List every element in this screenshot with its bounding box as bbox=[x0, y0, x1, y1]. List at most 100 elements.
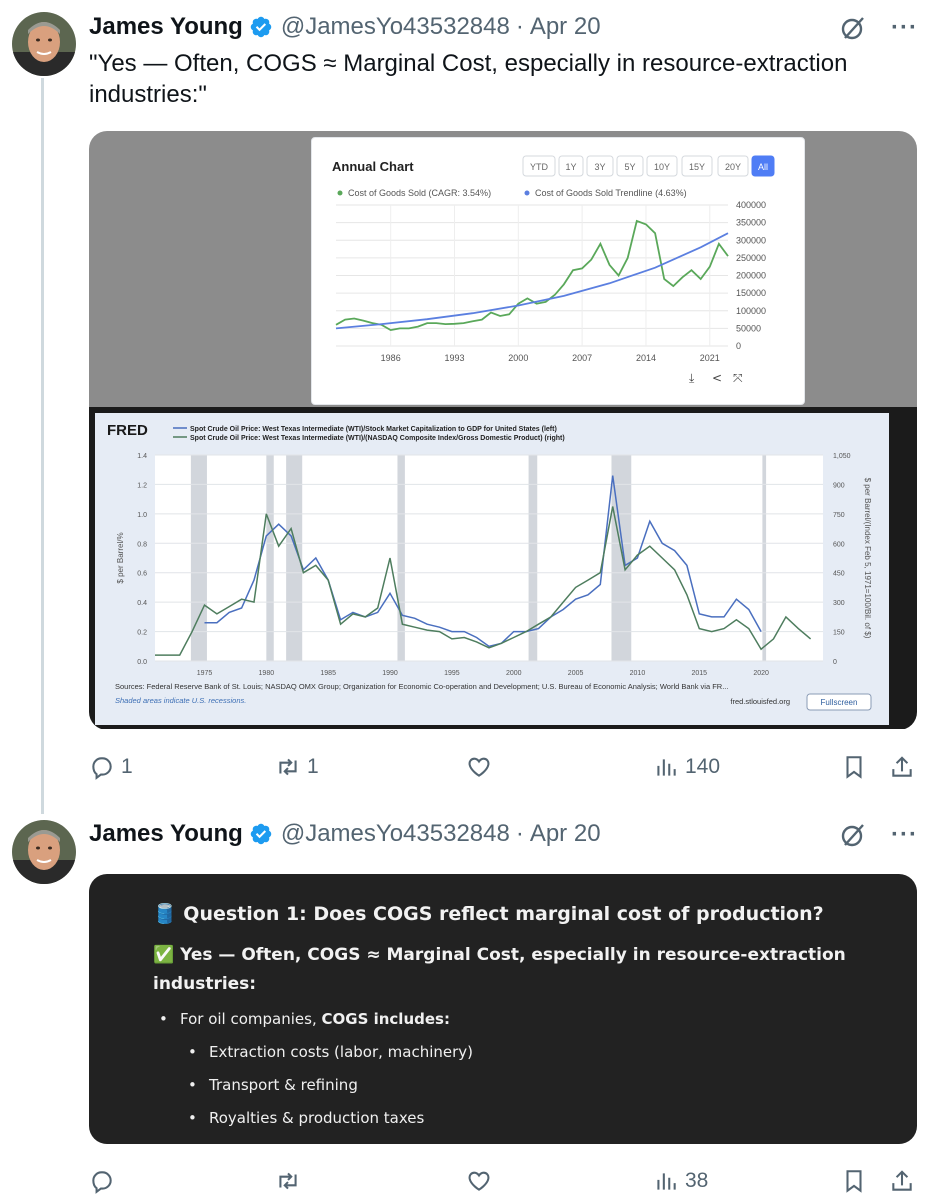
views-button[interactable]: 140 bbox=[653, 754, 720, 780]
cogs-series-line bbox=[335, 219, 729, 332]
sub-item: Transport & refining bbox=[209, 1076, 358, 1094]
author-name[interactable]: James Young bbox=[89, 13, 243, 40]
thread-connector bbox=[41, 78, 44, 814]
range-button bbox=[586, 155, 614, 177]
wti-nasdaq-series-line bbox=[155, 506, 812, 656]
author-handle[interactable]: @JamesYo43532848 bbox=[280, 820, 510, 847]
check-mark-icon: ✅ bbox=[153, 945, 175, 965]
left-tick-label: 0.6 bbox=[137, 571, 147, 578]
site-url: fred.stlouisfed.org bbox=[730, 697, 790, 706]
left-axis-label: $ per Barrel/% bbox=[116, 532, 125, 583]
share-button[interactable] bbox=[889, 1168, 915, 1194]
heart-icon bbox=[468, 1171, 490, 1191]
like-button[interactable] bbox=[466, 1168, 498, 1194]
views-button[interactable]: 38 bbox=[653, 1168, 708, 1194]
x-tick-label: 2014 bbox=[636, 353, 656, 363]
expand-icon: ⤧ bbox=[733, 371, 743, 385]
fullscreen-button bbox=[806, 693, 872, 711]
card-title: Question 1: Does COGS reflect marginal c… bbox=[183, 903, 824, 925]
left-tick-label: 1.2 bbox=[137, 482, 147, 489]
fullscreen-label: Fullscreen bbox=[821, 698, 858, 707]
x-tick-label: 1975 bbox=[197, 670, 213, 677]
author-name[interactable]: James Young bbox=[89, 820, 243, 847]
author-handle[interactable]: @JamesYo43532848 bbox=[280, 13, 510, 40]
tweet-actions: 1 1 140 bbox=[89, 752, 919, 782]
y-tick-label: 100000 bbox=[736, 306, 766, 316]
grok-icon[interactable] bbox=[839, 14, 867, 42]
right-tick-label: 1,050 bbox=[833, 453, 851, 460]
tweet-header: James Young @JamesYo43532848 · Apr 20 bbox=[89, 820, 601, 847]
x-tick-label: 2005 bbox=[568, 670, 584, 677]
reply-button[interactable]: 1 bbox=[89, 754, 133, 780]
recession-band bbox=[266, 455, 274, 661]
plot-area bbox=[155, 455, 823, 661]
recession-band bbox=[762, 455, 767, 661]
right-tick-label: 300 bbox=[833, 600, 845, 607]
tweet-date[interactable]: Apr 20 bbox=[529, 13, 601, 40]
tweet-2[interactable]: James Young @JamesYo43532848 · Apr 20 ··… bbox=[0, 806, 932, 1202]
left-tick-label: 0.4 bbox=[137, 600, 147, 607]
fred-logo: FRED bbox=[107, 422, 148, 439]
avatar[interactable] bbox=[12, 12, 76, 76]
answer-line-2: industries: bbox=[153, 974, 257, 994]
like-button[interactable] bbox=[466, 754, 498, 780]
right-tick-label: 900 bbox=[833, 482, 845, 489]
y-tick-label: 300000 bbox=[736, 235, 766, 245]
more-options-icon[interactable]: ··· bbox=[891, 821, 918, 848]
tweet-media[interactable]: Annual Chart YTD 1Y 3Y 5Y 10Y 15Y 20Y All Cost of… bbox=[89, 131, 917, 730]
y-tick-label: 400000 bbox=[736, 200, 766, 210]
download-icon: ⤓ bbox=[689, 371, 695, 385]
right-tick-label: 750 bbox=[833, 512, 845, 519]
x-tick-label: 1995 bbox=[444, 670, 460, 677]
bookmark-button[interactable] bbox=[841, 754, 867, 780]
recession-band bbox=[528, 455, 538, 661]
reply-button[interactable] bbox=[89, 1168, 121, 1194]
sub-item: Royalties & production taxes bbox=[209, 1109, 425, 1127]
grok-icon[interactable] bbox=[839, 821, 867, 849]
right-tick-label: 600 bbox=[833, 541, 845, 548]
right-tick-label: 0 bbox=[833, 659, 837, 666]
y-tick-label: 150000 bbox=[736, 288, 766, 298]
left-tick-label: 0.8 bbox=[137, 541, 147, 548]
share-icon bbox=[892, 1170, 912, 1191]
range-button-label: YTD bbox=[530, 162, 549, 172]
fred-chart: FRED Spot Crude Oil Price: West Texas Int… bbox=[95, 413, 889, 725]
ai-answer-card[interactable]: 🛢️ Question 1: Does COGS reflect margina… bbox=[89, 874, 917, 1144]
range-button bbox=[717, 155, 749, 177]
retweet-button[interactable]: 1 bbox=[275, 754, 319, 780]
right-tick-label: 450 bbox=[833, 571, 845, 578]
views-icon bbox=[657, 1173, 676, 1190]
left-tick-label: 0.2 bbox=[137, 630, 147, 637]
more-options-icon[interactable]: ··· bbox=[891, 14, 918, 41]
x-tick-label: 2020 bbox=[753, 670, 769, 677]
share-icon: < bbox=[712, 371, 722, 385]
x-tick-label: 2000 bbox=[508, 353, 528, 363]
views-icon bbox=[657, 759, 676, 776]
bookmark-button[interactable] bbox=[841, 1168, 867, 1194]
avatar[interactable] bbox=[12, 820, 76, 884]
oil-barrel-icon: 🛢️ bbox=[153, 903, 177, 925]
range-button-label: 1Y bbox=[565, 162, 576, 172]
x-tick-label: 1993 bbox=[444, 353, 464, 363]
y-tick-label: 250000 bbox=[736, 253, 766, 263]
view-count: 140 bbox=[685, 755, 721, 778]
share-button[interactable] bbox=[889, 754, 915, 780]
tweet-text: "Yes — Often, COGS ≈ Marginal Cost, espe… bbox=[89, 50, 848, 108]
retweet-count: 1 bbox=[307, 755, 319, 778]
x-tick-label: 1990 bbox=[382, 670, 398, 677]
sub-item: Extraction costs (labor, machinery) bbox=[209, 1043, 474, 1061]
tweet-header: James Young @JamesYo43532848 · Apr 20 bbox=[89, 13, 601, 40]
range-button-label: 5Y bbox=[624, 162, 635, 172]
reply-icon bbox=[92, 757, 112, 780]
tweet-date[interactable]: Apr 20 bbox=[529, 820, 601, 847]
recession-band bbox=[397, 455, 405, 661]
y-tick-label: 50000 bbox=[736, 323, 761, 333]
range-button-label: 10Y bbox=[654, 162, 670, 172]
tweet-1[interactable]: James Young @JamesYo43532848 · Apr 20 ··… bbox=[0, 0, 932, 800]
range-button-label: 3Y bbox=[594, 162, 605, 172]
reply-icon bbox=[92, 1171, 112, 1194]
retweet-icon bbox=[279, 1172, 297, 1190]
retweet-button[interactable] bbox=[275, 1168, 307, 1194]
y-tick-label: 200000 bbox=[736, 271, 766, 281]
y-tick-label: 0 bbox=[736, 341, 741, 351]
